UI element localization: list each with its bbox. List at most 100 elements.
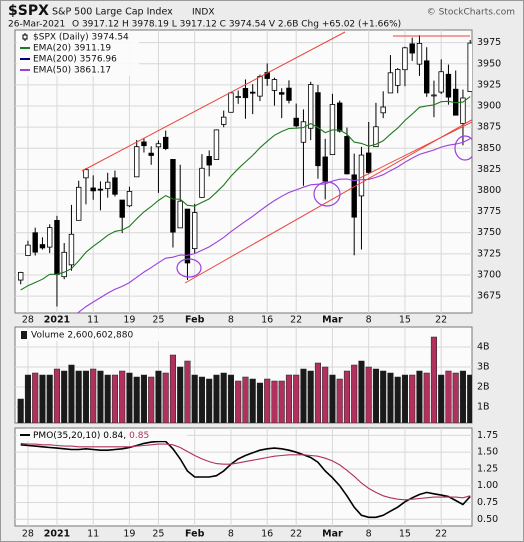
- y-tick-label: 2B: [477, 382, 490, 393]
- volume-bar: [177, 366, 184, 423]
- x-tick-label: 8: [228, 315, 234, 326]
- candle-body: [126, 191, 133, 207]
- candle-body: [416, 43, 423, 65]
- volume-bar: [372, 368, 379, 423]
- candle-body: [155, 143, 162, 148]
- volume-bar: [191, 374, 198, 423]
- volume-bar: [162, 372, 169, 423]
- pmo-line: [20, 442, 471, 501]
- x-tick-label: 8: [366, 529, 372, 540]
- symbol: $SPX: [8, 3, 49, 19]
- volume-bar: [358, 360, 365, 423]
- legend-box: [17, 429, 187, 441]
- y-tick-label: 1B: [477, 402, 490, 413]
- volume-bar: [380, 370, 387, 423]
- volume-bar: [249, 378, 256, 423]
- candle-body: [25, 244, 31, 256]
- legend-swatch: [21, 331, 27, 339]
- candle-body: [257, 76, 263, 97]
- candle-body: [47, 227, 53, 248]
- highlight-circle: [176, 258, 202, 278]
- volume-bar: [82, 370, 90, 423]
- volume-bar: [32, 372, 39, 423]
- candle-body: [199, 167, 205, 198]
- volume-bar: [140, 374, 147, 423]
- date: 26-Mar-2021: [8, 20, 65, 30]
- volume-bar: [278, 380, 285, 423]
- legend-label: PMO(35,20,10) 0.84,: [33, 431, 126, 441]
- candle-body: [228, 92, 234, 113]
- volume-bar: [336, 378, 343, 423]
- x-tick-label: 28: [22, 529, 34, 540]
- volume-bar: [445, 370, 452, 423]
- legend-label: EMA(50) 3861.17: [33, 66, 111, 76]
- volume-bar: [329, 374, 336, 423]
- volume-bar: [452, 372, 459, 423]
- volume-bar: [409, 374, 416, 423]
- candle-body: [271, 79, 278, 91]
- credit: © StockCharts.com: [427, 8, 515, 18]
- volume-bar: [242, 376, 249, 423]
- y-tick-label: 3775: [477, 206, 501, 217]
- y-tick-label: 3B: [477, 362, 490, 373]
- volume-bar: [271, 380, 278, 423]
- volume-bar: [467, 374, 472, 423]
- volume-bar: [17, 398, 24, 423]
- y-tick-label: 3925: [477, 79, 501, 90]
- trend-line: [359, 121, 472, 179]
- legend-label: PMO(35,20,10) 0.84, 0.85: [33, 431, 149, 441]
- volume-bar: [365, 366, 372, 423]
- candle-body: [39, 244, 46, 249]
- y-tick-label: 0.75: [477, 497, 498, 508]
- x-tick-label: 22: [435, 529, 447, 540]
- candle-body: [191, 212, 198, 250]
- y-tick-label: 3950: [477, 58, 501, 69]
- candle-body: [68, 233, 75, 266]
- volume-bar: [401, 374, 408, 423]
- ema-line: [20, 96, 471, 291]
- volume-plot: [15, 327, 472, 423]
- x-tick-label: 19: [123, 315, 135, 326]
- x-tick-label: 15: [399, 315, 411, 326]
- volume-bar: [61, 370, 68, 423]
- candle-body: [235, 96, 241, 98]
- y-tick-label: 3975: [477, 37, 501, 48]
- candle-body: [402, 47, 408, 71]
- candle-body: [119, 199, 125, 218]
- volume-bar: [387, 372, 394, 423]
- legend-box: [17, 329, 159, 341]
- volume-bar: [184, 360, 191, 423]
- candle-body: [438, 71, 444, 93]
- legend-swatch: [22, 34, 28, 40]
- legend-label: EMA(20) 3911.19: [33, 44, 111, 54]
- quote: O 3917.12 H 3978.19 L 3917.12 C 3974.54 …: [72, 20, 401, 30]
- legend-label: Volume 2,600,602,880: [31, 331, 133, 341]
- candle-body: [322, 156, 328, 182]
- trend-line: [184, 119, 472, 284]
- volume-bar: [220, 372, 227, 423]
- candle-body: [97, 188, 104, 191]
- legend-label: $SPX (Daily) 3974.54: [33, 33, 129, 43]
- legend-label: 0.85: [129, 431, 149, 441]
- candle-body: [300, 121, 307, 143]
- candle-body: [278, 92, 285, 95]
- candle-body: [394, 69, 401, 86]
- y-tick-label: 4B: [477, 342, 490, 353]
- candle-body: [90, 187, 96, 192]
- volume-bar: [39, 374, 46, 423]
- legend-label: EMA(200) 3576.96: [33, 55, 117, 65]
- candle-body: [133, 146, 140, 178]
- volume-bar: [235, 380, 242, 423]
- candle-body: [373, 126, 379, 148]
- volume-bar: [126, 372, 133, 423]
- volume-bar: [227, 374, 234, 423]
- y-tick-label: 1.75: [477, 430, 498, 441]
- x-tick-label: 16: [261, 315, 273, 326]
- volume-bar: [213, 374, 220, 423]
- candle-body: [249, 91, 256, 94]
- candle-body: [206, 156, 212, 166]
- volume-bar: [343, 370, 350, 423]
- x-tick-label: 22: [290, 529, 302, 540]
- y-tick-label: 3800: [477, 185, 501, 196]
